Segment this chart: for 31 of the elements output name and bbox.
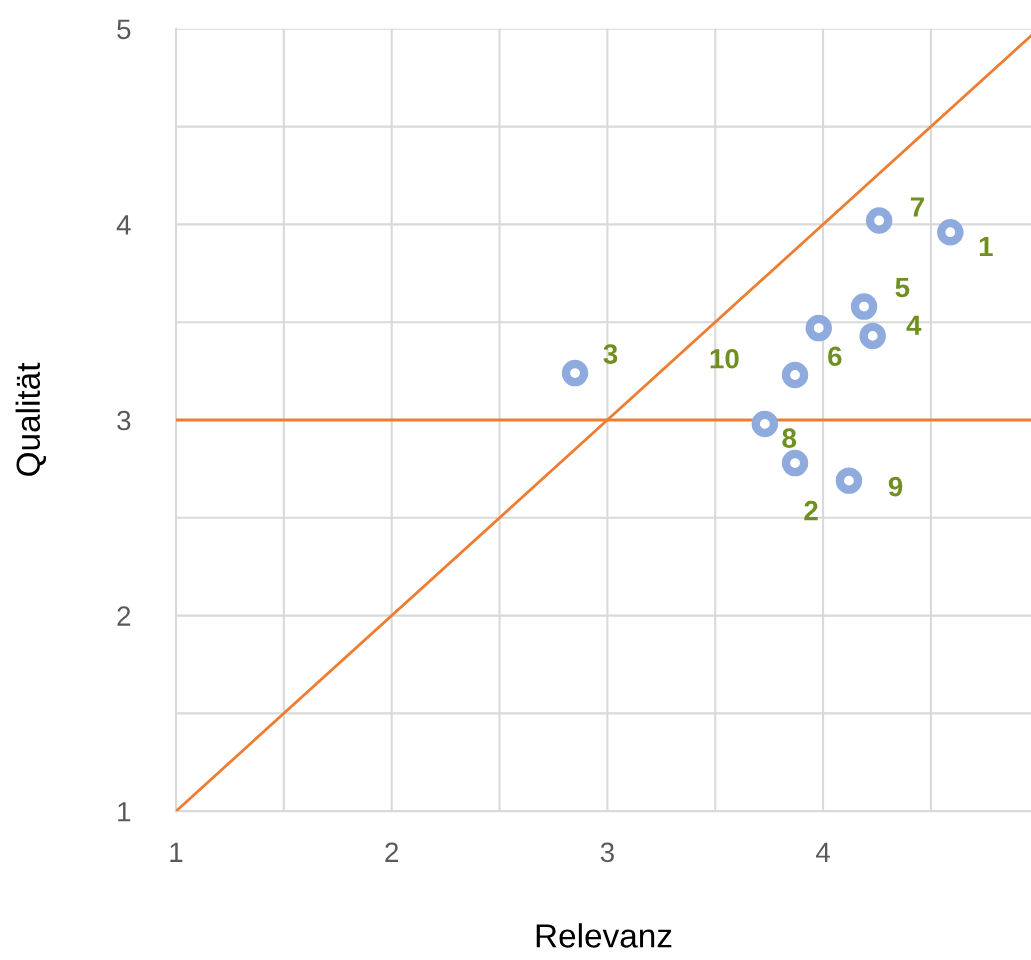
point (751, 410, 779, 438)
point (859, 322, 886, 350)
point (835, 467, 863, 494)
y-axis-title: Qualität (15, 362, 47, 476)
point (937, 219, 964, 246)
x-tick-label: 4 (815, 842, 830, 862)
annotation: 2 (804, 500, 818, 521)
y-tick-label: 5 (117, 19, 131, 40)
point (805, 314, 832, 342)
annotation: 7 (910, 197, 924, 217)
annotation: 5 (895, 277, 910, 298)
point (781, 361, 809, 389)
y-tick-label: 2 (117, 606, 131, 626)
annotation: 6 (828, 346, 842, 367)
point (781, 449, 809, 477)
x-tick-label: 1 (170, 842, 183, 862)
annotation: 3 (603, 344, 618, 364)
x-tick-label: 3 (600, 842, 614, 863)
annotation: 4 (906, 315, 922, 335)
y-tick-label: 3 (117, 410, 131, 431)
x-tick-label: 2 (385, 842, 399, 862)
annotation: 10 (710, 348, 739, 369)
y-tick-label: 1 (118, 802, 131, 822)
annotation: 1 (979, 236, 993, 257)
point (850, 293, 878, 320)
annotation: 8 (782, 428, 797, 449)
x-axis-title: Relevanz (536, 923, 672, 948)
point (561, 359, 589, 387)
point (865, 207, 893, 234)
annotation: 9 (888, 476, 903, 497)
y-tick-label: 4 (116, 215, 131, 235)
